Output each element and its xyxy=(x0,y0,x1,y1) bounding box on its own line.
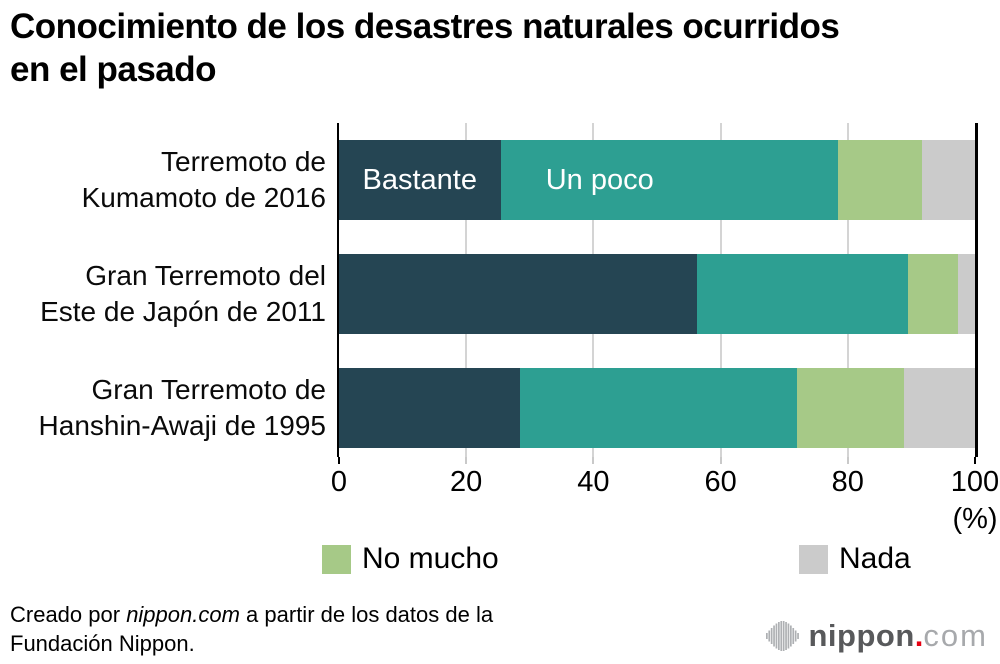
plot-area: Bastante Un poco xyxy=(337,123,978,464)
tick-mark-0 xyxy=(338,457,340,464)
bar-segment-bastante xyxy=(339,140,502,220)
x-axis: (%) 0 20 40 60 80 100 xyxy=(331,466,999,536)
category-label-1: Gran Terremoto del Este de Japón de 2011 xyxy=(40,260,326,327)
bar-segment-un-poco xyxy=(520,368,797,448)
bar-row-2 xyxy=(339,368,975,448)
bar-segment-no-mucho xyxy=(837,140,923,220)
bar-segment-no-mucho xyxy=(796,368,905,448)
x-axis-unit-label: (%) xyxy=(952,503,998,535)
legend-swatch-no-mucho xyxy=(322,544,351,574)
logo-text-com: com xyxy=(923,618,988,653)
bar-row-1 xyxy=(339,254,975,334)
logo-text-nippon: nippon xyxy=(808,618,915,653)
legend-item-nada: Nada xyxy=(799,542,911,576)
legend-swatch-nada xyxy=(799,544,828,574)
bar-segment-nada xyxy=(904,368,975,448)
bar-inner-label-un-poco: Un poco xyxy=(545,164,654,196)
x-tick-label-0: 0 xyxy=(330,466,348,498)
bar-segment-bastante xyxy=(339,254,698,334)
bar-segment-nada xyxy=(957,254,975,334)
x-tick-label-80: 80 xyxy=(831,466,864,498)
bar-row-0: Bastante Un poco xyxy=(339,140,975,220)
legend-label: Nada xyxy=(839,542,911,575)
tick-mark-100 xyxy=(974,457,976,464)
bar-segment-no-mucho xyxy=(907,254,958,334)
category-label-0: Terremoto de Kumamoto de 2016 xyxy=(81,146,326,213)
tick-mark-60 xyxy=(719,457,722,464)
soundwave-icon xyxy=(765,621,799,651)
x-tick-label-100: 100 xyxy=(950,466,1000,498)
x-tick-label-60: 60 xyxy=(704,466,737,498)
x-tick-label-40: 40 xyxy=(577,466,610,498)
bar-inner-label-bastante: Bastante xyxy=(362,164,478,196)
bar-segment-nada xyxy=(922,140,975,220)
source-note-line2: Fundación Nippon. xyxy=(10,631,195,657)
legend: No mucho Nada xyxy=(0,542,1000,576)
x-tick-label-20: 20 xyxy=(450,466,483,498)
tick-mark-40 xyxy=(592,457,595,464)
source-note-line1: Creado por nippon.com a partir de los da… xyxy=(10,602,494,627)
bar-segment-bastante xyxy=(339,368,521,448)
logo-dot: . xyxy=(914,618,924,653)
bar-segment-un-poco xyxy=(501,140,838,220)
category-label-2: Gran Terremoto de Hanshin-Awaji de 1995 xyxy=(38,374,326,441)
legend-label: No mucho xyxy=(362,542,499,575)
legend-item-no-mucho: No mucho xyxy=(322,542,499,576)
source-note: Creado por nippon.com a partir de los da… xyxy=(10,600,493,658)
tick-mark-20 xyxy=(465,457,468,464)
brand-name: nippon.com xyxy=(126,602,240,627)
tick-mark-80 xyxy=(846,457,849,464)
bar-segment-un-poco xyxy=(697,254,908,334)
chart-title: Conocimiento de los desastres naturales … xyxy=(10,7,840,89)
nippon-com-logo: nippon. com xyxy=(765,615,989,657)
